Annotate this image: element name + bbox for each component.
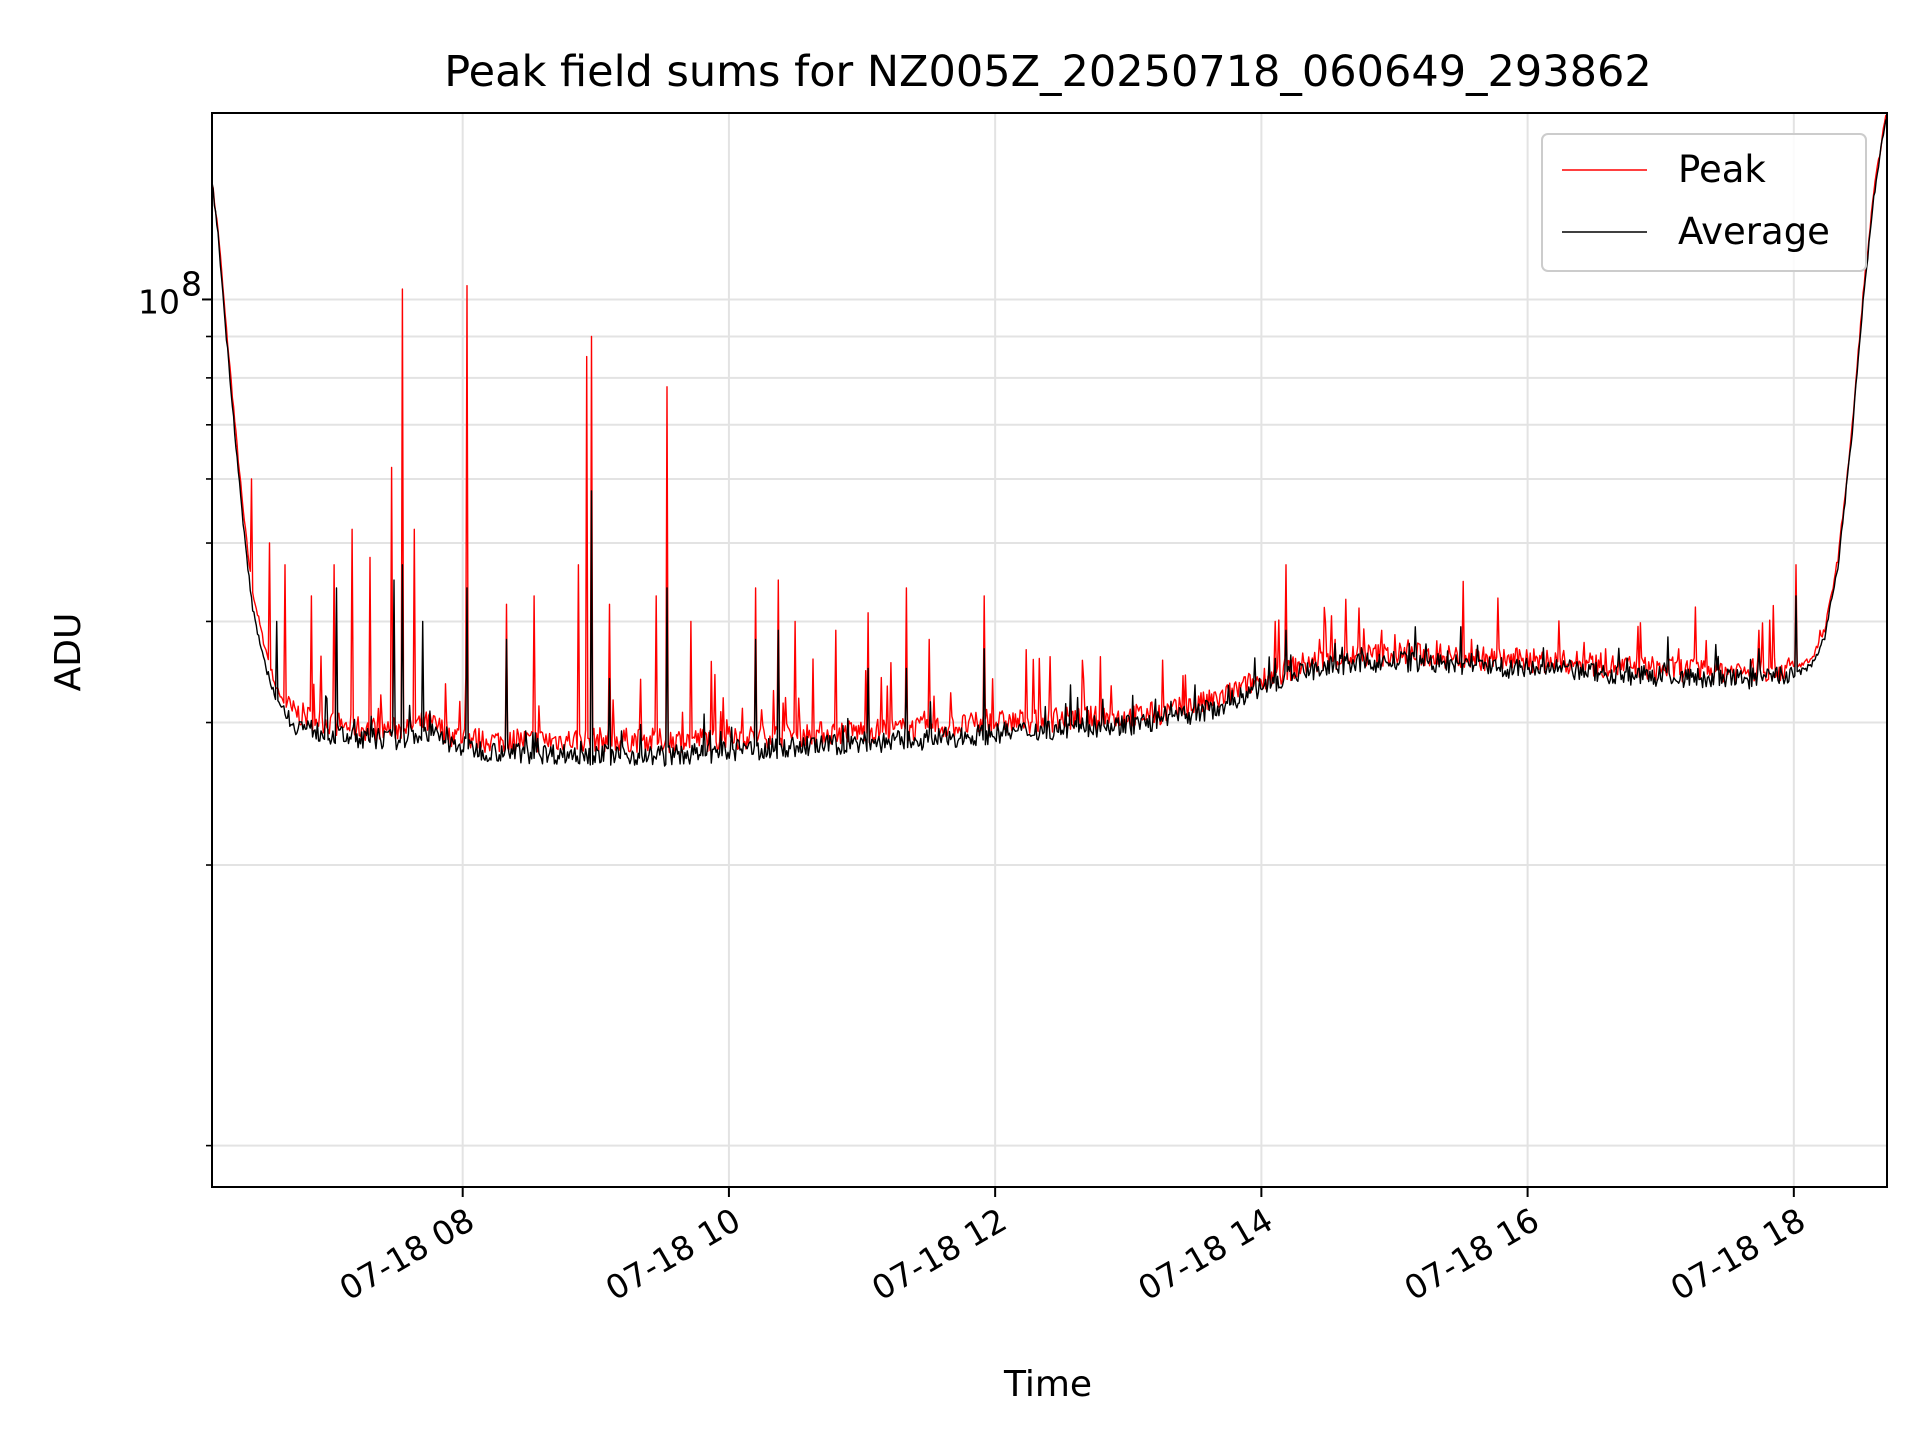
legend-frame <box>1541 133 1867 272</box>
y-tick-label: 10 <box>138 282 180 321</box>
legend-label-peak: Peak <box>1678 148 1766 191</box>
plot-frame <box>211 112 1888 1188</box>
y-axis-label: ADU <box>48 613 89 692</box>
x-axis-label: Time <box>1003 1364 1092 1405</box>
series-line-peak <box>212 114 1887 754</box>
series-layer <box>212 114 1887 767</box>
chart-title: Peak field sums for NZ005Z_20250718_0606… <box>444 47 1651 97</box>
series-line-average <box>212 117 1887 767</box>
y-tick-label-exponent: 8 <box>181 264 202 303</box>
legend-label-average: Average <box>1678 210 1830 253</box>
legend: Peak Average <box>1541 133 1867 272</box>
